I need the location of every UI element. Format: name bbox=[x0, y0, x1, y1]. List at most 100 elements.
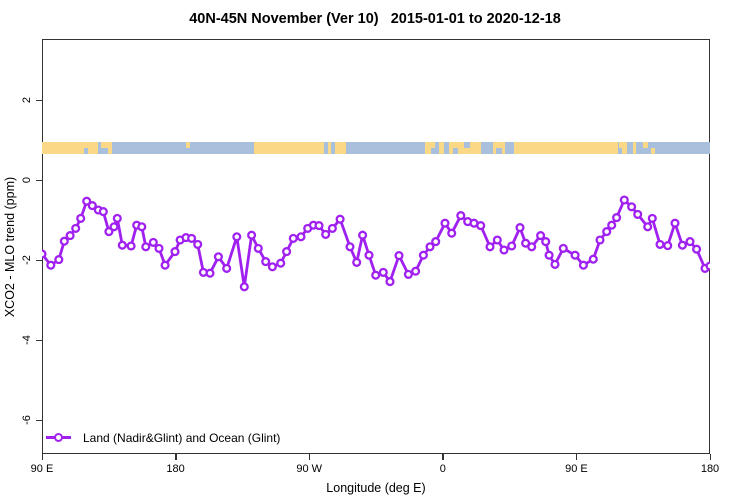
ocean-segment bbox=[505, 142, 515, 154]
ocean-segment bbox=[435, 142, 440, 154]
y-axis-tick bbox=[36, 179, 42, 181]
data-point-marker bbox=[492, 235, 502, 245]
data-point-marker bbox=[98, 207, 108, 217]
ocean-segment bbox=[496, 148, 503, 154]
data-point-marker bbox=[54, 255, 64, 265]
data-point-marker bbox=[378, 267, 388, 277]
data-point-marker bbox=[46, 260, 56, 270]
data-point-marker bbox=[619, 195, 629, 205]
data-point-marker bbox=[358, 230, 368, 240]
data-point-marker bbox=[670, 218, 680, 228]
ocean-segment bbox=[617, 142, 623, 154]
land-segment bbox=[185, 142, 191, 148]
data-point-marker bbox=[411, 266, 421, 276]
x-axis-tick-label: 180 bbox=[166, 463, 185, 475]
data-point-marker bbox=[627, 202, 637, 212]
data-point-marker bbox=[104, 227, 114, 237]
y-axis-tick-label: -4 bbox=[21, 335, 33, 345]
data-point-marker bbox=[321, 229, 331, 239]
data-point-marker bbox=[371, 270, 381, 280]
data-point-marker bbox=[663, 241, 673, 251]
data-point-marker bbox=[247, 230, 257, 240]
ocean-segment bbox=[626, 142, 633, 154]
data-point-marker bbox=[536, 231, 546, 241]
land-segment bbox=[650, 148, 656, 154]
data-point-marker bbox=[588, 254, 598, 264]
data-point-marker bbox=[352, 257, 362, 267]
y-axis-title: XCO2 - MLO trend (ppm) bbox=[3, 176, 17, 318]
data-point-marker bbox=[570, 250, 580, 260]
data-point-marker bbox=[296, 232, 306, 242]
data-point-marker bbox=[187, 233, 197, 243]
data-point-marker bbox=[276, 258, 286, 268]
data-point-marker bbox=[527, 242, 537, 252]
data-point-marker bbox=[578, 260, 588, 270]
data-point-marker bbox=[607, 220, 617, 230]
data-point-marker bbox=[87, 201, 97, 211]
data-point-marker bbox=[633, 209, 643, 219]
land-segment bbox=[108, 142, 112, 154]
data-point-marker bbox=[170, 247, 180, 257]
data-point-marker bbox=[59, 236, 69, 246]
y-axis-tick-label: 0 bbox=[21, 176, 33, 184]
ocean-segment bbox=[463, 142, 470, 148]
x-axis-tick bbox=[41, 454, 43, 460]
data-point-marker bbox=[232, 232, 242, 242]
x-axis-tick-label: 0 bbox=[439, 463, 446, 475]
data-point-marker bbox=[544, 250, 554, 260]
data-point-marker bbox=[65, 231, 75, 241]
chart-title: 40N-45N November (Ver 10) 2015-01-01 to … bbox=[189, 11, 561, 27]
data-point-marker bbox=[541, 237, 551, 247]
data-point-marker bbox=[82, 196, 92, 206]
land-segment bbox=[254, 142, 325, 154]
data-point-marker bbox=[425, 242, 435, 252]
y-axis-tick bbox=[36, 339, 42, 341]
data-point-marker bbox=[239, 282, 249, 292]
data-point-marker bbox=[507, 241, 517, 251]
ocean-segment bbox=[83, 148, 89, 154]
ocean-segment bbox=[444, 142, 449, 154]
data-point-marker bbox=[213, 252, 223, 262]
data-point-marker bbox=[222, 263, 232, 273]
data-point-marker bbox=[595, 235, 605, 245]
legend-open-circle-icon bbox=[54, 433, 63, 442]
x-axis-tick bbox=[175, 454, 177, 460]
data-point-marker bbox=[141, 242, 151, 252]
x-axis-tick bbox=[575, 454, 578, 460]
y-axis-tick-label: -6 bbox=[21, 415, 33, 425]
data-point-marker bbox=[431, 237, 441, 247]
data-point-marker bbox=[76, 213, 86, 223]
data-point-marker bbox=[692, 244, 702, 254]
data-series-plot bbox=[42, 195, 710, 292]
x-axis-tick bbox=[442, 454, 444, 460]
data-point-marker bbox=[602, 227, 612, 237]
data-point-marker bbox=[314, 221, 324, 231]
ocean-segment bbox=[346, 142, 425, 154]
data-point-marker bbox=[253, 243, 263, 253]
plot-area bbox=[42, 39, 710, 454]
data-point-marker bbox=[148, 237, 158, 247]
x-axis-tick-label: 180 bbox=[700, 463, 720, 475]
data-point-marker bbox=[550, 259, 560, 269]
data-point-marker bbox=[418, 250, 428, 260]
land-segment bbox=[619, 142, 624, 148]
data-point-marker bbox=[515, 223, 525, 233]
data-point-marker bbox=[385, 277, 395, 287]
land-segment bbox=[101, 142, 109, 148]
land-segment bbox=[514, 142, 618, 154]
land-segment bbox=[335, 142, 347, 154]
x-axis-tick bbox=[308, 454, 311, 460]
data-point-marker bbox=[160, 260, 170, 270]
land-segment bbox=[424, 142, 436, 154]
data-point-marker bbox=[456, 211, 466, 221]
land-segment bbox=[327, 142, 331, 154]
data-point-marker bbox=[485, 242, 495, 252]
x-axis-tick-label: 90 E bbox=[30, 463, 54, 475]
data-point-marker bbox=[647, 213, 657, 223]
y-axis-tick bbox=[36, 259, 42, 261]
data-point-marker bbox=[154, 243, 164, 253]
y-axis-tick-label: -2 bbox=[21, 255, 33, 265]
data-point-marker bbox=[42, 249, 47, 259]
ocean-segment bbox=[111, 142, 255, 154]
x-axis-tick bbox=[709, 454, 711, 460]
